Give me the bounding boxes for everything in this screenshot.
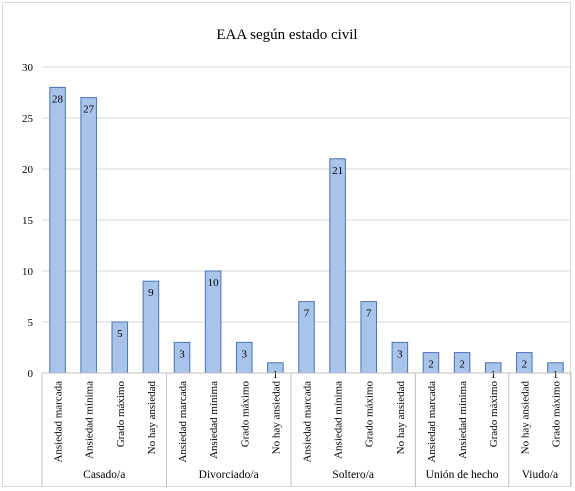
group-label: Soltero/a <box>332 469 374 481</box>
category-label: No hay ansiedad <box>519 381 531 455</box>
y-axis: 0 5 10 15 20 25 30 <box>22 62 34 380</box>
category-label: Ansiedad marcada <box>53 381 65 463</box>
chart-title: EAA según estado civil <box>216 27 357 43</box>
data-label: 9 <box>148 287 154 299</box>
group-label: Casado/a <box>83 469 125 481</box>
group-label: Divorciado/a <box>199 469 259 481</box>
category-label: Ansiedad marcada <box>426 381 438 463</box>
data-label: 21 <box>332 165 343 177</box>
data-label: 2 <box>428 359 434 371</box>
y-tick-label: 30 <box>22 62 34 74</box>
data-label: 2 <box>459 359 465 371</box>
category-label: No hay ansiedad <box>270 381 282 455</box>
category-label: Grado máximo <box>550 381 562 448</box>
category-label: Ansiedad marcada <box>177 381 189 463</box>
y-tick-label: 15 <box>22 215 34 227</box>
category-label: Grado máximo <box>488 381 500 448</box>
bar <box>329 158 346 374</box>
category-label: Grado máximo <box>115 381 127 448</box>
data-label: 1 <box>490 369 496 381</box>
y-tick-label: 5 <box>28 317 34 329</box>
category-label: Ansiedad mínima <box>333 381 345 459</box>
data-label: 1 <box>273 369 279 381</box>
data-label: 27 <box>83 104 95 116</box>
group-label: Unión de hecho <box>426 469 499 481</box>
bar <box>49 86 66 374</box>
y-tick-label: 20 <box>22 164 34 176</box>
group-label: Viudo/a <box>522 469 558 481</box>
x-axis: Ansiedad marcada Ansiedad mínima Grado máx… <box>41 372 572 487</box>
category-label: No hay ansiedad <box>146 381 158 455</box>
category-label: Ansiedad mínima <box>457 381 469 459</box>
data-label: 3 <box>397 348 403 360</box>
category-label: Grado máximo <box>364 381 376 448</box>
bar <box>80 97 97 374</box>
category-label: Ansiedad mínima <box>84 381 96 459</box>
category-label: No hay ansiedad <box>395 381 407 455</box>
data-label: 7 <box>366 308 372 320</box>
data-label: 28 <box>52 93 64 105</box>
category-label: Ansiedad mínima <box>208 381 220 459</box>
category-label: Grado máximo <box>239 381 251 448</box>
y-tick-label: 25 <box>22 113 34 125</box>
y-tick-label: 0 <box>28 368 34 380</box>
data-label: 2 <box>522 359 528 371</box>
y-tick-label: 10 <box>22 266 34 278</box>
data-label: 7 <box>304 308 310 320</box>
data-label: 10 <box>208 277 220 289</box>
data-label: 3 <box>179 348 185 360</box>
data-label: 3 <box>242 348 248 360</box>
data-label: 1 <box>553 369 559 381</box>
category-label: Ansiedad marcada <box>302 381 314 463</box>
data-label: 5 <box>117 328 123 340</box>
